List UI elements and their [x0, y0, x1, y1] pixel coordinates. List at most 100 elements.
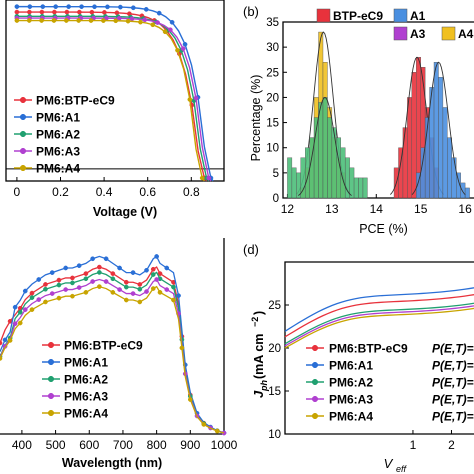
- panel-a-legend-marker: [19, 147, 27, 155]
- panel-c-x-tick-label: 600: [79, 438, 99, 452]
- panel-c-legend-marker: [47, 358, 55, 366]
- panel-a-point: [105, 4, 110, 10]
- panel-d-legend-pet: P(E,T)=: [432, 410, 474, 424]
- panel-c-point: [110, 276, 116, 282]
- panel-a-legend-label: PM6:A3: [36, 145, 80, 159]
- panel-b-bar-A4: [291, 167, 297, 199]
- panel-a-point: [162, 29, 168, 35]
- panel-a-x-axis-label: Voltage (V): [93, 205, 157, 219]
- panel-c-point: [0, 356, 3, 361]
- panel-b-legend-label: A3: [410, 27, 426, 41]
- panel-b-y-tick-label: 35: [266, 17, 279, 29]
- panel-d-legend-pet: P(E,T)=: [432, 376, 474, 390]
- panel-c-point: [144, 289, 149, 294]
- panel-d-curve-PM6-A1: [284, 287, 474, 332]
- panel-c-point: [83, 290, 89, 295]
- panel-c-point: [110, 290, 116, 295]
- panel-a-point: [193, 95, 199, 101]
- panel-d-legend-marker: [311, 361, 319, 369]
- panel-a-point: [27, 4, 33, 9]
- panel-c-point: [12, 304, 18, 310]
- panel-c-point: [49, 270, 55, 275]
- panel-c-point: [164, 287, 170, 292]
- panel-c-point: [201, 422, 207, 427]
- panel-a-point: [14, 4, 20, 9]
- panel-a-x-tick-label: 0.4: [96, 185, 113, 199]
- panel-c-point: [70, 275, 75, 281]
- panel-label-d: (d): [243, 242, 259, 257]
- panel-a-point: [114, 10, 120, 16]
- panel-b-bar-A1: [447, 137, 452, 199]
- panel-d-y-axis-label-main: J: [251, 390, 266, 398]
- panel-a-curve-PM6-A2: [16, 15, 208, 179]
- panel-b-bar-A4: [344, 157, 350, 199]
- panel-c-point: [214, 428, 220, 434]
- panel-b-y-axis-label: Percentage (%): [249, 75, 263, 162]
- panel-b-pce-histogram: 0 5 10 15 20 25 30 35 12 13 14 15 16 PCE (%) Percentag…: [249, 8, 474, 236]
- panel-a-point: [169, 19, 175, 25]
- panel-a-curve-PM6-BTP-eC9: [16, 11, 206, 179]
- panel-d-y-axis-label-unit: (mA cm: [252, 334, 266, 379]
- panel-b-legend-swatch: [316, 8, 331, 23]
- panel-a-point: [77, 9, 82, 15]
- panel-d-jph-veff: 10 15 20 25 1 2 V eff Jph (mA cm −2) PM6:BTP-eC9 P(…: [250, 261, 474, 474]
- panel-d-x-tick-label: 2: [448, 438, 455, 452]
- panel-b-bar-A1: [438, 77, 444, 199]
- panel-c-point: [22, 288, 28, 294]
- panel-b-y-tick-label: 30: [266, 42, 279, 54]
- panel-a-point: [125, 18, 131, 24]
- panel-d-curve-PM6-BTP-eC9: [284, 294, 474, 338]
- panel-c-legend-marker: [47, 341, 55, 349]
- panel-d-legend-marker: [311, 395, 319, 403]
- panel-b-fit-A1: [411, 61, 466, 196]
- panel-c-point: [117, 265, 122, 271]
- panel-c-point: [144, 267, 149, 273]
- panel-b-bar-A4: [287, 157, 293, 199]
- panel-c-point: [110, 271, 116, 276]
- panel-a-point: [130, 5, 136, 11]
- panel-c-point: [137, 299, 143, 305]
- panel-b-bar-A1: [442, 107, 448, 199]
- panel-c-legend-marker: [47, 409, 55, 417]
- panel-b-legend-label: BTP-eC9: [333, 9, 383, 23]
- panel-a-x-tick-label: 0.2: [52, 185, 69, 199]
- panel-c-point: [90, 279, 95, 284]
- panel-b-bar-A4: [318, 102, 324, 199]
- panel-c-point: [164, 265, 170, 271]
- panel-c-point: [43, 282, 48, 287]
- panel-b-legend-swatch: [393, 8, 408, 23]
- panel-b-y-tick-label: 10: [266, 143, 279, 155]
- panel-c-legend-label: PM6:A1: [64, 356, 108, 370]
- panel-c-point: [83, 276, 89, 282]
- panel-b-x-tick-label: 12: [281, 202, 295, 216]
- panel-c-point: [43, 286, 48, 292]
- panel-c-point: [17, 309, 23, 315]
- panel-a-point: [168, 27, 173, 33]
- panel-c-legend-label: PM6:A4: [64, 407, 108, 421]
- panel-c-point: [171, 297, 176, 303]
- panel-b-bar-BTP-eC9: [407, 97, 413, 199]
- panel-d-legend-pet: P(E,T)=: [432, 342, 474, 356]
- panel-b-bar-A1: [464, 187, 470, 199]
- panel-d-legend-marker: [311, 378, 319, 386]
- panel-a-point: [76, 18, 82, 23]
- panel-a-legend-label: PM6:A4: [36, 162, 80, 176]
- panel-a-point: [39, 9, 45, 15]
- panel-a-point: [118, 4, 123, 10]
- panel-a-point: [199, 175, 205, 181]
- panel-c-point: [154, 254, 159, 259]
- panel-d-legend-pet: P(E,T)=: [432, 359, 474, 373]
- panel-c-point: [83, 271, 89, 276]
- panel-c-point: [176, 293, 181, 298]
- panel-b-legend-label: A1: [410, 9, 426, 23]
- panel-b-legend-label: A4: [458, 27, 474, 41]
- panel-b-y-tick-label: 0: [273, 193, 279, 205]
- panel-c-point: [29, 307, 35, 312]
- panel-a-point: [27, 9, 32, 15]
- panel-a-jv-curves: 0 0.2 0.4 0.6 0.8 Voltage (V) PM6:BTP-eC9 PM6:A…: [5, 0, 225, 219]
- panel-d-curve-PM6-A3: [284, 305, 474, 347]
- panel-d-y-axis-label-sup: −2: [250, 317, 260, 327]
- panel-c-point: [43, 299, 48, 305]
- panel-a-frame: [5, 0, 225, 182]
